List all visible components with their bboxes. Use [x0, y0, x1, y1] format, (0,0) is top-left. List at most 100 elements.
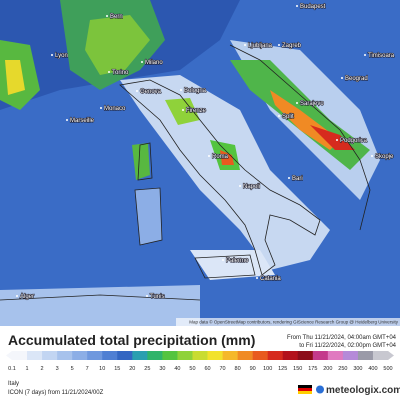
legend-label: 25 — [144, 366, 150, 372]
city-label: Ljubljana — [248, 43, 273, 49]
city-label: Torino — [112, 70, 129, 76]
legend-swatch — [102, 351, 118, 360]
legend-label: 300 — [353, 366, 362, 372]
legend-label: 400 — [368, 366, 377, 372]
legend-swatch — [42, 351, 58, 360]
precip-area — [310, 125, 355, 150]
precip-area — [135, 188, 162, 245]
credits: Map data © OpenStreetMap contributors, r… — [189, 319, 398, 325]
city-dot — [278, 44, 280, 46]
legend-label: 150 — [293, 366, 302, 372]
precip-area — [120, 75, 330, 270]
city-label: Napoli — [243, 184, 260, 190]
legend-label: 125 — [278, 366, 287, 372]
city-label: Alger — [20, 294, 34, 300]
legend-swatch — [252, 351, 268, 360]
city-dot — [108, 71, 110, 73]
city-dot — [364, 54, 366, 56]
city-label: Sarajevo — [300, 101, 324, 107]
region: Italy — [8, 381, 19, 387]
legend-title: Accumulated total precipitation (mm) — [8, 332, 255, 348]
brand: meteologix.com — [326, 385, 400, 396]
city-dot — [222, 259, 224, 261]
legend-swatch — [267, 351, 284, 360]
legend-swatch — [192, 351, 208, 360]
legend-swatch — [72, 351, 88, 360]
city-dot — [208, 155, 210, 157]
coastline — [134, 142, 256, 279]
coastline — [119, 79, 321, 276]
legend-swatch — [12, 351, 28, 360]
legend-label: 250 — [338, 366, 347, 372]
city-label: Bern — [110, 14, 123, 20]
city-dot — [66, 119, 68, 121]
city-label: Bologna — [184, 88, 207, 94]
flag — [298, 385, 312, 394]
city-dot — [180, 89, 182, 91]
legend-arrow-right — [388, 351, 394, 360]
precip-area — [85, 15, 150, 75]
legend-label: 60 — [204, 366, 210, 372]
city-label: Podgorica — [340, 138, 368, 144]
city-dot — [239, 185, 241, 187]
city-label: Genova — [140, 89, 162, 95]
precip-area — [132, 143, 150, 180]
legend-arrow-left — [6, 351, 12, 360]
legend-swatch — [342, 351, 359, 360]
legend-label: 5 — [71, 366, 74, 372]
legend-label: 100 — [263, 366, 272, 372]
city-label: Roma — [212, 154, 229, 160]
legend-label: 0.1 — [8, 366, 16, 372]
city-label: Catania — [260, 276, 281, 282]
city-label: Budapest — [300, 4, 326, 10]
legend-to: to Fri 11/22/2024, 02:00pm GMT+04 — [299, 343, 396, 349]
brand-logo — [316, 385, 324, 394]
legend-label: 3 — [56, 366, 59, 372]
legend-label: 7 — [86, 366, 89, 372]
map: Bern Budapest Lyon Ljubljana Zagreb Timisoara… — [0, 0, 400, 326]
precip-area — [5, 60, 25, 95]
legend-swatch — [207, 351, 223, 360]
city-dot — [16, 295, 18, 297]
city-label: Skopje — [375, 154, 394, 160]
legend-swatch — [147, 351, 163, 360]
city-dot — [341, 77, 343, 79]
city-dot — [136, 90, 138, 92]
legend-label: 70 — [219, 366, 225, 372]
legend-label: 500 — [383, 366, 392, 372]
legend-label: 2 — [41, 366, 44, 372]
legend-swatch — [327, 351, 344, 360]
city-dot — [296, 5, 298, 7]
legend-label: 90 — [250, 366, 256, 372]
city-label: Marseille — [70, 118, 95, 124]
legend-label: 200 — [323, 366, 332, 372]
city-dot — [278, 115, 280, 117]
legend-label: 175 — [308, 366, 317, 372]
legend-label: 15 — [114, 366, 120, 372]
legend-swatch — [57, 351, 73, 360]
precip-area — [220, 150, 234, 165]
legend: 0.1 1 2 3 5 7 10 15 20 25 30 40 50 60 70 80 90 100 125 150 1… — [6, 351, 394, 372]
legend-swatch — [357, 351, 374, 360]
legend-swatch — [87, 351, 103, 360]
coastline — [0, 44, 371, 301]
legend-swatch — [117, 351, 133, 360]
city-dot — [371, 155, 373, 157]
city-dot — [106, 15, 108, 17]
city-label: Palermo — [226, 258, 249, 264]
credits-bg — [176, 318, 400, 326]
legend-from: From Thu 11/21/2024, 04:00am GMT+04 — [287, 335, 397, 341]
city-dot — [146, 295, 148, 297]
city-label: Tunis — [150, 294, 164, 300]
legend-swatch — [312, 351, 329, 360]
city-label: Firenze — [186, 108, 207, 114]
legend-label: 80 — [235, 366, 241, 372]
city-labels: Bern Budapest Lyon Ljubljana Zagreb Timisoara… — [16, 3, 395, 301]
city-label: Monaco — [104, 106, 126, 112]
city-dot — [256, 277, 258, 279]
city-dot — [141, 61, 143, 63]
city-dot — [51, 54, 53, 56]
legend-swatch — [132, 351, 148, 360]
legend-swatch — [27, 351, 43, 360]
